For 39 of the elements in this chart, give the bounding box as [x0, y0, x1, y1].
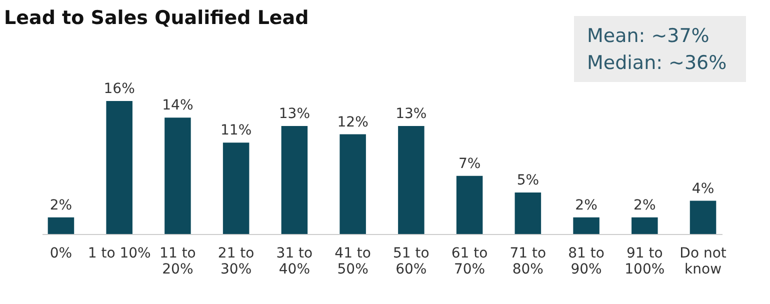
- x-tick-label: 21 to 30%: [218, 246, 254, 278]
- bar: [632, 217, 658, 234]
- x-tick-label: 81 to 90%: [568, 246, 604, 278]
- text: Median: ~36%: [587, 52, 727, 74]
- bar: [690, 200, 716, 234]
- data-label: 11%: [220, 122, 252, 139]
- data-label: 16%: [104, 81, 135, 97]
- data-label: 13%: [396, 106, 427, 122]
- bar: [106, 101, 132, 234]
- x-tick-label: 41 to 50%: [334, 246, 371, 278]
- bar: [222, 142, 250, 234]
- bar: [48, 217, 74, 234]
- bar: [456, 176, 483, 234]
- bar: [398, 126, 424, 234]
- x-tick-label: 51 to 60%: [393, 246, 430, 278]
- data-label: 13%: [278, 106, 310, 122]
- x-tick-label: 31 to 40%: [276, 246, 313, 278]
- x-tick-label: 1 to 10%: [88, 246, 151, 262]
- data-label: 2%: [634, 197, 656, 214]
- bar: [164, 118, 191, 234]
- bar: [573, 217, 600, 234]
- bar: [340, 134, 366, 234]
- x-tick-label: 0%: [50, 246, 72, 262]
- x-tick-label: 91 to 100%: [624, 246, 665, 278]
- data-label: 12%: [337, 114, 368, 130]
- data-label: 2%: [50, 197, 72, 214]
- x-tick-label: 11 to 20%: [160, 246, 196, 278]
- x-tick-label: 61 to 70%: [451, 246, 488, 278]
- bar: [514, 192, 542, 234]
- bar: [281, 126, 308, 234]
- data-label: 5%: [516, 172, 540, 188]
- data-label: 14%: [162, 98, 194, 114]
- data-label: 7%: [458, 156, 481, 172]
- data-label: 2%: [575, 197, 598, 214]
- chart-title: Lead to Sales Qualified Lead: [4, 7, 309, 29]
- text: Mean: ~37%: [587, 25, 710, 47]
- data-label: 4%: [692, 180, 714, 197]
- x-tick-label: 71 to 80%: [510, 246, 546, 278]
- x-tick-label: Do not know: [680, 246, 727, 278]
